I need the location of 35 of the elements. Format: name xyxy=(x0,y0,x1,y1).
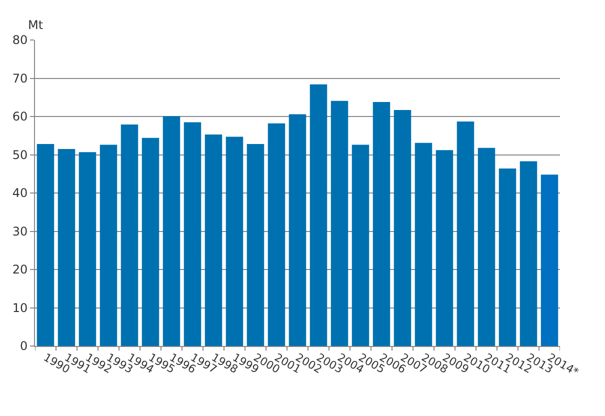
bar xyxy=(226,136,244,346)
y-tick-label: 0 xyxy=(20,339,28,354)
y-tick-label: 20 xyxy=(12,262,28,277)
bar xyxy=(120,124,138,346)
bar xyxy=(456,121,474,346)
bar xyxy=(100,144,118,346)
bar xyxy=(310,84,328,346)
bar xyxy=(142,138,160,346)
bar xyxy=(372,102,390,346)
bar xyxy=(268,123,286,346)
y-tick-label: 80 xyxy=(12,33,28,48)
bar xyxy=(478,148,496,346)
bar xyxy=(394,110,412,346)
bar xyxy=(520,161,538,346)
y-tick-label: 40 xyxy=(12,186,28,200)
bar xyxy=(78,152,96,346)
y-axis-title: Mt xyxy=(28,18,44,32)
bar xyxy=(288,114,306,346)
bar xyxy=(352,144,370,346)
bar xyxy=(436,150,454,346)
bar xyxy=(36,144,54,346)
bar xyxy=(204,134,222,346)
bar xyxy=(540,174,558,346)
bar xyxy=(330,100,348,346)
y-tick-label: 70 xyxy=(12,71,28,86)
bar xyxy=(246,144,264,346)
bar xyxy=(498,168,516,346)
bar xyxy=(184,122,202,346)
bar xyxy=(414,142,432,346)
y-tick-label: 50 xyxy=(12,148,28,162)
y-tick-label: 60 xyxy=(12,110,28,124)
bar xyxy=(162,116,180,346)
bar xyxy=(58,149,76,346)
y-tick-label: 30 xyxy=(12,224,28,238)
y-tick-label: 10 xyxy=(12,300,28,315)
